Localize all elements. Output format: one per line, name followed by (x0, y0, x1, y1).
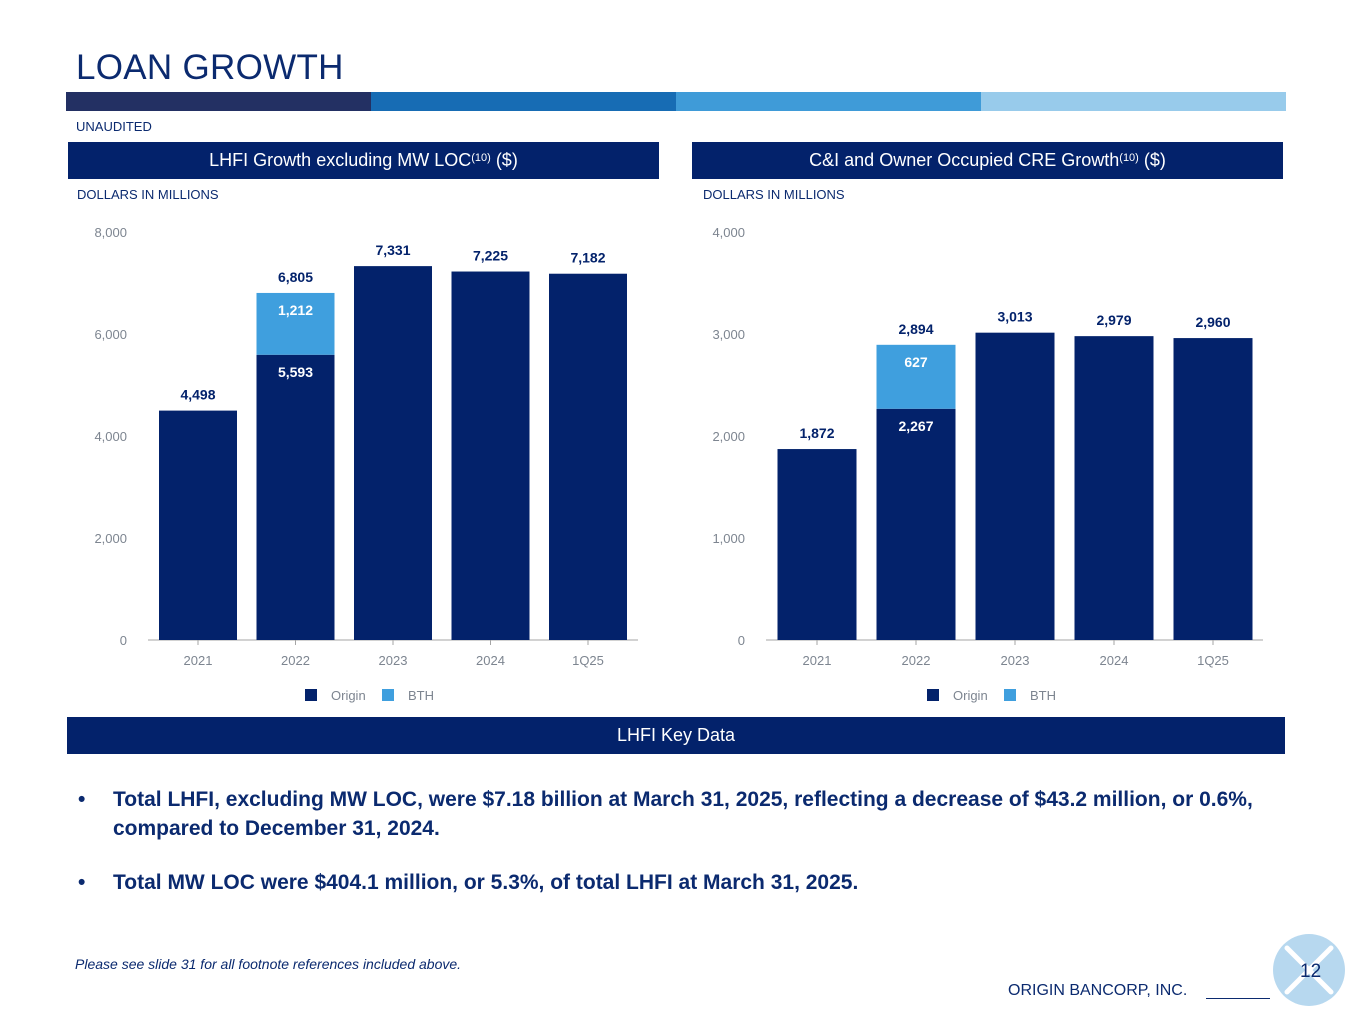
y-tick-label: 4,000 (94, 429, 127, 444)
page-title: LOAN GROWTH (76, 48, 344, 87)
legend-swatch-bth (1004, 689, 1016, 701)
bar-origin (159, 410, 237, 640)
x-tick-label: 2022 (281, 653, 310, 668)
legend-label-bth: BTH (408, 688, 434, 703)
stripe-segment-1 (66, 92, 371, 111)
bar-segment-label: 2,267 (898, 418, 933, 434)
y-tick-label: 2,000 (712, 429, 745, 444)
bar-total-label: 2,979 (1096, 312, 1131, 328)
y-tick-label: 1,000 (712, 531, 745, 546)
x-tick-label: 2024 (476, 653, 505, 668)
key-data-header: LHFI Key Data (67, 717, 1285, 754)
y-tick-label: 4,000 (712, 225, 745, 240)
bar-origin (876, 408, 956, 640)
bar-segment-label: 627 (904, 354, 928, 370)
legend-swatch-origin (305, 689, 317, 701)
bar-origin (549, 273, 627, 640)
unaudited-label: UNAUDITED (76, 119, 152, 134)
stripe-segment-2 (371, 92, 676, 111)
right-chart-header-text: C&I and Owner Occupied CRE Growth (809, 150, 1120, 170)
right-units-label: DOLLARS IN MILLIONS (703, 187, 845, 202)
left-chart-header: LHFI Growth excluding MW LOC (10) ($) (68, 142, 659, 179)
bullet-item: • Total LHFI, excluding MW LOC, were $7.… (76, 785, 1276, 843)
x-tick-label: 2021 (184, 653, 213, 668)
key-data-bullets: • Total LHFI, excluding MW LOC, were $7.… (76, 785, 1276, 922)
title-color-stripe (66, 92, 1286, 111)
stripe-segment-3 (676, 92, 981, 111)
right-chart-header-footnote: (10) (1119, 151, 1139, 164)
bar-segment-label: 5,593 (278, 364, 313, 380)
bar-origin (354, 266, 432, 640)
x-tick-label: 1Q25 (1197, 653, 1229, 668)
x-tick-label: 1Q25 (572, 653, 604, 668)
page-number: 12 (1300, 961, 1322, 982)
bar-total-label: 1,872 (799, 425, 834, 441)
bar-segment-label: 1,212 (278, 302, 313, 318)
bullet-text: Total MW LOC were $404.1 million, or 5.3… (113, 871, 859, 894)
x-tick-label: 2021 (803, 653, 832, 668)
company-underline (1206, 998, 1270, 999)
y-tick-label: 8,000 (94, 225, 127, 240)
y-tick-label: 3,000 (712, 327, 745, 342)
left-units-label: DOLLARS IN MILLIONS (77, 187, 219, 202)
ci-cre-growth-chart: 0 1,000 2,000 3,000 4,000 2021 1,872 2022 2,267 6… (712, 225, 1263, 703)
origin-logo-icon (1273, 934, 1345, 1006)
bar-total-label: 7,225 (473, 248, 508, 264)
legend-swatch-origin (927, 689, 939, 701)
left-chart-header-text: LHFI Growth excluding MW LOC (209, 150, 472, 170)
bar-origin (256, 354, 335, 640)
bar-origin (451, 271, 530, 640)
footnote: Please see slide 31 for all footnote ref… (75, 956, 462, 972)
left-chart-header-footnote: (10) (471, 151, 491, 164)
bar-origin (975, 332, 1055, 640)
bar-total-label: 3,013 (997, 309, 1032, 325)
bar-total-label: 4,498 (180, 387, 215, 403)
bar-origin (1074, 336, 1154, 640)
bullet-item: • Total MW LOC were $404.1 million, or 5… (76, 868, 1276, 897)
legend-swatch-bth (382, 689, 394, 701)
bullet-text: Total LHFI, excluding MW LOC, were $7.18… (113, 788, 1253, 840)
bullet-dot: • (78, 788, 86, 811)
y-tick-label: 2,000 (94, 531, 127, 546)
legend-label-origin: Origin (953, 688, 988, 703)
legend-label-bth: BTH (1030, 688, 1056, 703)
company-name: ORIGIN BANCORP, INC. (1008, 982, 1188, 999)
bar-origin (1173, 338, 1253, 640)
bar-total-label: 7,331 (375, 242, 410, 258)
right-chart-header: C&I and Owner Occupied CRE Growth (10) ($… (692, 142, 1283, 179)
bar-bth (256, 292, 335, 355)
bar-total-label: 6,805 (278, 269, 313, 285)
bar-bth (876, 344, 956, 409)
x-tick-label: 2024 (1100, 653, 1129, 668)
stripe-segment-4 (981, 92, 1286, 111)
bar-total-label: 2,960 (1195, 314, 1230, 330)
bullet-dot: • (78, 871, 86, 894)
bar-total-label: 2,894 (898, 321, 933, 337)
key-data-header-text: LHFI Key Data (616, 725, 736, 745)
y-tick-label: 0 (120, 633, 127, 648)
x-tick-label: 2023 (1001, 653, 1030, 668)
x-tick-label: 2022 (902, 653, 931, 668)
right-chart-header-suffix: ($) (1138, 150, 1166, 170)
lhfi-growth-chart: 0 2,000 4,000 6,000 8,000 2021 4,498 2022 5,593 1… (94, 225, 638, 703)
x-tick-label: 2023 (379, 653, 408, 668)
y-tick-label: 0 (738, 633, 745, 648)
bar-origin (777, 449, 857, 640)
y-tick-label: 6,000 (94, 327, 127, 342)
left-chart-header-suffix: ($) (490, 150, 518, 170)
legend-label-origin: Origin (331, 688, 366, 703)
bar-total-label: 7,182 (570, 250, 605, 266)
